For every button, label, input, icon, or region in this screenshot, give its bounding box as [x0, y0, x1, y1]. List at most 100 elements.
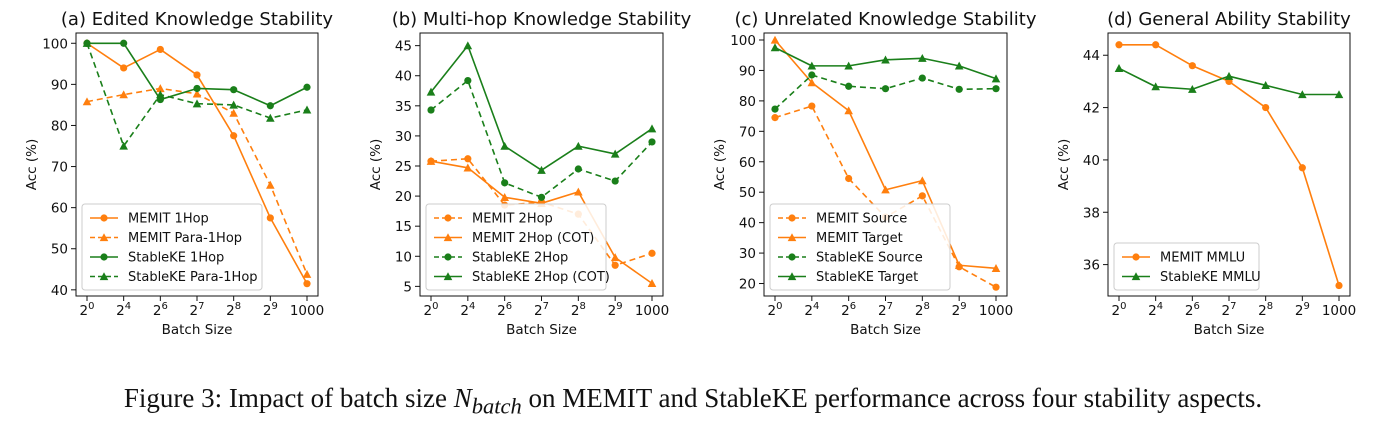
- data-point: [193, 84, 201, 93]
- x-tick-label: 29: [263, 301, 278, 319]
- y-tick-label: 30: [395, 129, 412, 145]
- x-tick-label: 1000: [979, 303, 1013, 319]
- legend-label: MEMIT 1Hop: [128, 212, 209, 227]
- series-stableke-mmlu: [1114, 64, 1344, 99]
- data-point: [770, 43, 780, 52]
- y-tick-label: 40: [51, 283, 68, 299]
- y-tick-label: 70: [51, 160, 68, 176]
- x-tick-label: 20: [768, 301, 783, 319]
- series-memit-mmlu: [1115, 41, 1343, 290]
- plot-frame: [75, 32, 319, 297]
- y-axis-label: Acc (%): [24, 139, 40, 191]
- series-stableke-source: [771, 71, 1000, 113]
- x-tick-label: 29: [608, 301, 623, 319]
- data-point: [611, 261, 619, 269]
- x-axis-label: Batch Size: [162, 322, 233, 338]
- legend-label: MEMIT Para-1Hop: [128, 231, 242, 246]
- y-tick-label: 40: [739, 216, 756, 232]
- chart-title: (d) General Ability Stability: [1107, 9, 1351, 30]
- x-tick-label: 26: [841, 301, 856, 319]
- chart-title: (a) Edited Knowledge Stability: [61, 9, 334, 30]
- legend-label: MEMIT 2Hop (COT): [472, 231, 594, 246]
- y-tick-label: 80: [51, 118, 68, 134]
- legend-box: [425, 203, 607, 291]
- legend-label: StableKE 1Hop: [128, 251, 224, 266]
- data-point: [266, 113, 275, 122]
- data-point: [229, 100, 238, 109]
- legend-swatch-marker: [443, 233, 453, 242]
- data-point: [611, 177, 619, 185]
- x-tick-label: 24: [460, 301, 475, 319]
- legend-label: MEMIT 2Hop: [472, 212, 553, 227]
- legend-swatch-marker: [787, 272, 797, 281]
- x-tick-label: 28: [1258, 301, 1273, 319]
- x-tick-label: 28: [915, 301, 930, 319]
- legend-box: [1113, 242, 1260, 291]
- legend-label: MEMIT MMLU: [1160, 251, 1245, 266]
- legend-swatch-marker: [100, 253, 108, 261]
- data-point: [119, 90, 128, 99]
- x-tick-label: 20: [80, 301, 95, 319]
- data-point: [954, 61, 964, 70]
- data-point: [881, 185, 890, 194]
- data-point: [1262, 103, 1270, 112]
- data-point: [82, 38, 92, 47]
- data-point: [463, 41, 473, 50]
- data-point: [771, 114, 779, 122]
- y-tick-label: 100: [730, 33, 756, 49]
- x-tick-label: 24: [804, 301, 819, 319]
- x-tick-label: 24: [1148, 301, 1163, 319]
- data-point: [991, 74, 1001, 83]
- data-point: [1152, 41, 1160, 49]
- data-point: [574, 141, 583, 150]
- data-point: [537, 193, 546, 201]
- data-point: [230, 86, 238, 94]
- y-tick-label: 36: [1083, 258, 1100, 274]
- data-point: [427, 106, 435, 114]
- x-tick-label: 28: [226, 301, 241, 319]
- caption-prefix: Figure 3: Impact of batch size: [123, 383, 454, 413]
- chart-panel-1: (a) Edited Knowledge Stability 40 50 60 70 80…: [24, 9, 333, 338]
- caption-symbol: N: [453, 383, 472, 413]
- data-point: [120, 64, 128, 72]
- y-tick-label: 90: [739, 63, 756, 79]
- chart-panel-4: (d) General Ability Stability 36 38 40 42 44 2…: [1056, 9, 1356, 338]
- legend-label: StableKE 2Hop: [472, 251, 568, 266]
- x-tick-label: 29: [1295, 301, 1310, 319]
- x-tick-label: 26: [1185, 301, 1200, 319]
- data-point: [500, 192, 509, 201]
- y-tick-label: 20: [739, 277, 756, 293]
- legend-swatch-marker: [99, 233, 109, 242]
- x-tick-label: 1000: [1322, 303, 1356, 319]
- legend-swatch-marker: [1131, 272, 1141, 281]
- x-tick-label: 24: [116, 301, 131, 319]
- data-point: [229, 108, 238, 117]
- data-point: [537, 165, 546, 174]
- x-tick-label: 27: [1222, 301, 1237, 319]
- legend-label: MEMIT Target: [816, 231, 903, 246]
- data-point: [303, 280, 311, 288]
- data-point: [918, 53, 927, 62]
- legend: MEMIT Source MEMIT Target StableKE Source S…: [769, 203, 951, 291]
- data-point: [464, 155, 472, 163]
- plot-frame: [419, 32, 664, 297]
- y-tick-label: 30: [739, 246, 756, 262]
- data-point: [426, 156, 436, 165]
- data-point: [648, 138, 656, 146]
- data-point: [1298, 90, 1307, 99]
- y-tick-label: 60: [51, 201, 68, 217]
- legend-label: StableKE 2Hop (COT): [472, 270, 610, 285]
- legend: MEMIT 2Hop MEMIT 2Hop (COT) StableKE 2Hop S…: [425, 203, 610, 291]
- y-tick-label: 45: [395, 39, 412, 55]
- y-tick-label: 70: [739, 124, 756, 140]
- legend-label: StableKE Para-1Hop: [128, 270, 258, 285]
- data-point: [156, 84, 165, 93]
- data-point: [463, 163, 473, 172]
- x-tick-label: 27: [190, 301, 205, 319]
- legend-box: [769, 203, 951, 291]
- legend-swatch-marker: [788, 253, 796, 261]
- data-point: [918, 192, 926, 200]
- y-tick-label: 100: [42, 36, 68, 52]
- data-point: [119, 141, 128, 150]
- x-axis-label: Batch Size: [1194, 322, 1265, 338]
